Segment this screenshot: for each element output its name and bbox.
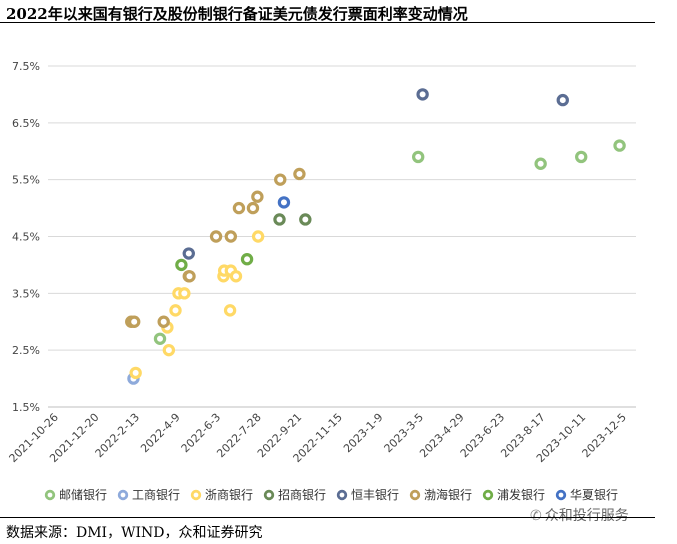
legend-label: 浙商银行	[205, 487, 253, 502]
data-point	[178, 287, 191, 300]
data-point	[411, 150, 425, 164]
legend-label: 渤海银行	[424, 487, 472, 502]
data-point	[534, 157, 547, 170]
x-tick: 2023-1-9	[341, 411, 386, 456]
y-tick-label: 1.5%	[12, 401, 40, 414]
legend-item: 恒丰银行	[336, 488, 399, 502]
data-point	[273, 213, 286, 226]
legend: 邮储银行 工商银行 浙商银行 招商银行 恒丰银行 渤海银行 浦发银行 华夏银行	[44, 487, 618, 502]
data-point	[229, 270, 243, 283]
legend-marker	[482, 489, 494, 501]
y-tick-label: 2.5%	[12, 344, 40, 357]
legend-marker	[117, 489, 129, 501]
x-tick-label: 2022-4-9	[138, 411, 183, 456]
data-point	[157, 315, 170, 328]
legend-marker	[263, 489, 275, 501]
legend-label: 招商银行	[278, 487, 326, 502]
data-point	[182, 247, 195, 260]
data-point	[175, 258, 188, 272]
x-tick: 2022-2-13	[93, 411, 142, 460]
data-point	[251, 190, 264, 203]
data-point	[232, 201, 246, 215]
legend-item: 浦发银行	[482, 487, 545, 502]
legend-label: 华夏银行	[570, 488, 618, 502]
data-point	[224, 230, 238, 243]
source-note: 数据来源：DMI，WIND，众和证券研究	[6, 525, 263, 541]
data-point	[183, 270, 196, 283]
x-tick: 2023-12-5	[579, 411, 628, 460]
x-tick-label: 2023-1-9	[341, 411, 386, 456]
y-tick-label: 3.5%	[12, 287, 40, 300]
legend-item: 招商银行	[263, 487, 326, 502]
x-tick-label: 2023-12-5	[579, 411, 628, 460]
x-tick: 2022-4-9	[138, 411, 183, 456]
data-point	[240, 253, 254, 266]
wechat-icon: ✆	[530, 508, 542, 524]
data-point	[153, 332, 167, 345]
legend-marker	[44, 489, 56, 501]
data-point	[246, 201, 260, 215]
y-tick-label: 6.5%	[12, 117, 40, 130]
data-point	[556, 93, 569, 107]
legend-label: 邮储银行	[59, 487, 107, 502]
title-divider	[0, 22, 655, 23]
legend-marker	[336, 489, 348, 501]
data-point	[127, 315, 141, 328]
y-tick-label: 4.5%	[12, 231, 40, 244]
legend-item: 工商银行	[117, 487, 180, 502]
data-point	[575, 150, 588, 164]
legend-label: 恒丰银行	[351, 488, 399, 502]
legend-marker	[409, 489, 421, 501]
legend-label: 工商银行	[132, 487, 180, 502]
gridlines	[48, 65, 636, 408]
legend-marker	[190, 489, 202, 501]
data-point	[277, 196, 291, 209]
data-point	[251, 230, 265, 243]
data-point	[223, 304, 237, 317]
footer-divider	[0, 517, 655, 518]
y-tick-label: 5.5%	[12, 174, 40, 187]
data-point	[129, 366, 142, 380]
y-tick-label: 7.5%	[12, 60, 40, 73]
data-point	[613, 139, 626, 152]
data-point	[209, 230, 223, 243]
legend-item: 浙商银行	[190, 487, 253, 502]
data-points	[125, 88, 626, 385]
watermark: ✆ 众和投行服务	[530, 505, 629, 525]
legend-item: 华夏银行	[555, 488, 618, 502]
data-point	[293, 167, 306, 181]
y-axis: 1.5% 2.5% 3.5% 4.5% 5.5% 6.5% 7.5%	[12, 60, 40, 414]
data-point	[416, 88, 429, 101]
chart-title: 2022年以来国有银行及股份制银行备证美元债发行票面利率变动情况	[6, 5, 468, 23]
data-point	[162, 343, 176, 357]
x-axis: 2021-10-262021-12-202022-2-132022-4-9202…	[7, 411, 629, 465]
x-tick-label: 2022-2-13	[93, 411, 142, 460]
data-point	[169, 304, 182, 317]
legend-marker	[555, 489, 567, 501]
legend-item: 邮储银行	[44, 487, 107, 502]
data-point	[299, 213, 312, 226]
legend-item: 渤海银行	[409, 487, 472, 502]
legend-label: 浦发银行	[497, 487, 545, 502]
watermark-text: 众和投行服务	[544, 508, 629, 524]
data-point	[274, 173, 287, 186]
